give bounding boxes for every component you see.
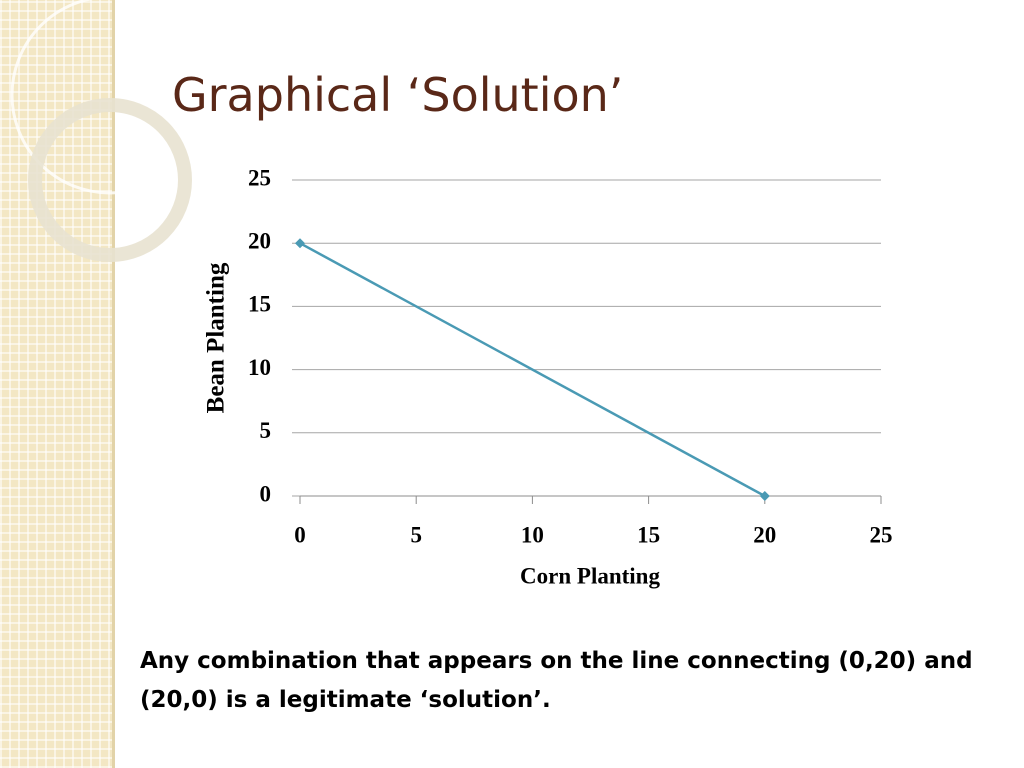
- decor-circles: [10, 0, 210, 262]
- x-axis-title: Corn Planting: [520, 563, 660, 588]
- x-tick-label: 15: [637, 522, 660, 547]
- x-tick-label: 25: [870, 522, 893, 547]
- data-line: [299, 242, 766, 498]
- y-tick-label: 10: [248, 355, 271, 380]
- y-tick-label: 15: [248, 292, 271, 317]
- x-tick-label: 5: [410, 522, 422, 547]
- x-tick-label: 20: [753, 522, 776, 547]
- data-point: [295, 238, 305, 249]
- caption: Any combination that appears on the line…: [140, 648, 973, 713]
- slide-title: Graphical ‘Solution’: [172, 68, 624, 122]
- x-tick-label: 0: [294, 522, 306, 547]
- y-tick-label: 20: [248, 228, 271, 253]
- x-tick-label: 10: [521, 522, 544, 547]
- y-axis-title: Bean Planting: [203, 262, 230, 413]
- y-tick-label: 0: [260, 481, 272, 506]
- data-point: [759, 491, 770, 501]
- y-tick-label: 5: [260, 418, 272, 443]
- y-tick-label: 25: [248, 165, 271, 190]
